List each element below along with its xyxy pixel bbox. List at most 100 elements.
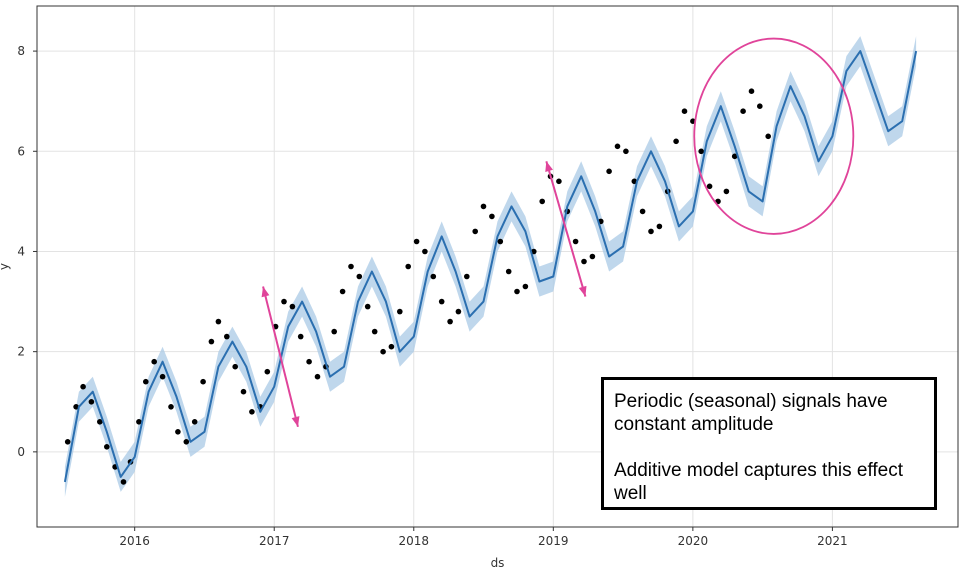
data-point (656, 223, 663, 230)
data-point (151, 358, 157, 365)
data-point (706, 183, 713, 190)
data-point (88, 399, 95, 405)
data-point (80, 383, 86, 390)
x-tick-label: 2017 (259, 534, 290, 548)
data-point (723, 188, 730, 195)
data-point (455, 308, 462, 315)
data-point (623, 148, 629, 155)
data-point (215, 318, 222, 325)
y-axis-ticks: 0 2 4 6 8 (17, 44, 37, 459)
data-point (765, 133, 771, 140)
data-point (480, 203, 487, 210)
data-point (339, 288, 346, 295)
highlight-circle (693, 37, 855, 235)
data-point (371, 328, 378, 335)
data-point (136, 419, 142, 425)
data-point (143, 378, 149, 385)
arrow-head (291, 416, 300, 427)
x-tick-label: 2019 (538, 534, 569, 548)
data-point (748, 88, 755, 94)
data-point (740, 108, 746, 114)
data-point (97, 419, 103, 425)
data-point (731, 153, 738, 160)
data-point (208, 338, 215, 345)
data-point (364, 303, 371, 310)
data-point (297, 333, 304, 340)
data-point (104, 444, 110, 450)
data-point (314, 373, 321, 380)
x-axis-ticks: 2016 2017 2018 2019 2020 2021 (119, 527, 848, 548)
forecast-path (63, 50, 918, 483)
data-point (438, 298, 445, 305)
data-point (224, 333, 230, 340)
data-point (430, 273, 437, 280)
x-tick-label: 2020 (678, 534, 709, 548)
data-point (306, 358, 312, 365)
x-tick-label: 2016 (119, 534, 150, 548)
data-point (397, 308, 403, 315)
data-point (73, 404, 79, 410)
data-point (589, 253, 596, 260)
data-point (572, 238, 579, 245)
y-axis-label: y (0, 263, 11, 270)
x-tick-label: 2021 (817, 534, 848, 548)
data-point (681, 108, 688, 114)
data-point (191, 419, 198, 425)
data-point (175, 429, 181, 435)
data-point (348, 263, 354, 270)
data-point (464, 273, 470, 280)
data-point (159, 373, 166, 380)
x-tick-label: 2018 (398, 534, 429, 548)
data-point (356, 273, 363, 280)
data-point (447, 318, 453, 325)
data-point (64, 439, 71, 445)
arrow-head (545, 161, 553, 173)
data-point (489, 213, 495, 220)
data-point (639, 208, 646, 215)
data-point (505, 268, 512, 275)
arrow-head (578, 285, 587, 297)
data-point (289, 303, 296, 310)
note-line-2: Additive model captures this effect well (614, 460, 904, 504)
data-point (200, 378, 206, 385)
note-line-1: Periodic (seasonal) signals have constan… (614, 391, 888, 435)
data-point (472, 228, 479, 235)
annotations (261, 37, 855, 428)
y-tick-label: 8 (17, 44, 25, 58)
y-tick-label: 4 (17, 244, 25, 258)
data-point (168, 404, 174, 410)
data-point (249, 409, 255, 415)
note-box: Periodic (seasonal) signals have constan… (601, 377, 937, 510)
data-point (522, 283, 529, 290)
data-point (120, 479, 127, 485)
data-point (264, 368, 271, 375)
y-tick-label: 6 (17, 144, 25, 158)
y-tick-label: 0 (17, 445, 25, 459)
data-point (240, 388, 247, 395)
arrow-head (261, 286, 270, 298)
data-point (331, 328, 338, 335)
forecast-line (63, 50, 918, 483)
data-point (413, 238, 420, 245)
seasonal-amplitude-arrow (262, 286, 299, 428)
data-point (514, 288, 520, 295)
data-point (614, 143, 621, 150)
data-point (673, 138, 679, 145)
seasonal-amplitude-arrow (545, 161, 587, 297)
data-point (405, 263, 412, 270)
data-point (757, 103, 763, 109)
data-point (388, 343, 395, 350)
data-point (232, 363, 238, 370)
data-point (698, 148, 704, 155)
data-point (581, 258, 587, 265)
data-point (606, 168, 612, 175)
data-point (183, 439, 190, 445)
x-axis-label: ds (491, 556, 505, 570)
plot-frame (36, 5, 959, 528)
data-point (556, 178, 562, 185)
y-tick-label: 2 (17, 345, 25, 359)
data-point (422, 248, 428, 255)
data-point (497, 238, 504, 245)
data-point (539, 198, 545, 205)
